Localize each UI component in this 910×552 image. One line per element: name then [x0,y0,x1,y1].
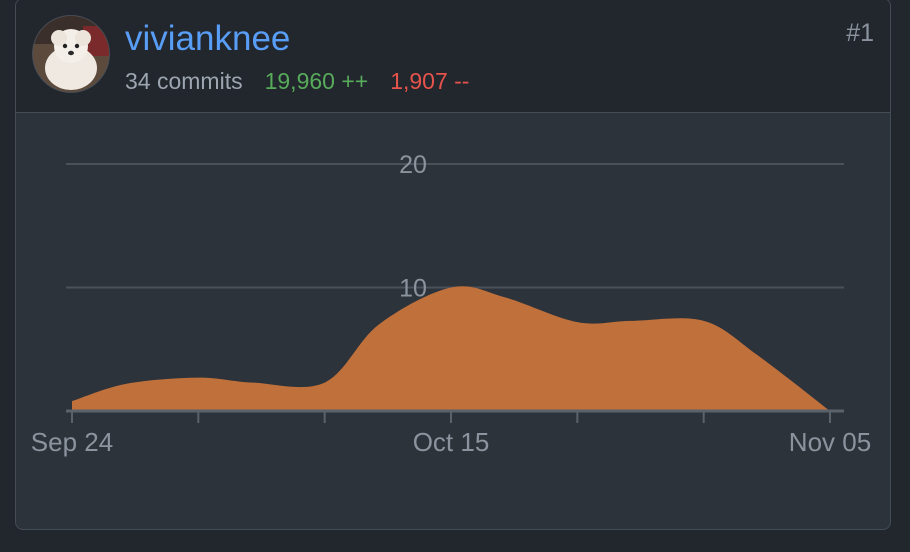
avatar-image [33,16,109,92]
x-tick-label: Sep 24 [31,427,113,457]
x-axis [66,409,844,423]
contributor-card: vivianknee 34 commits 19,960 ++ 1,907 -- #… [15,0,891,530]
x-tick-label: Nov 05 [789,427,871,457]
x-tick-label: Oct 15 [413,427,490,457]
commits-count[interactable]: 34 commits [125,68,243,94]
deletions-count: 1,907 -- [390,68,470,94]
y-tick-label: 10 [399,275,427,303]
contributions-area [72,286,830,411]
username-link[interactable]: vivianknee [125,19,291,58]
contribution-stats: 34 commits 19,960 ++ 1,907 -- [125,67,491,95]
card-header: vivianknee 34 commits 19,960 ++ 1,907 -- #… [16,0,890,113]
y-axis-labels: 10 20 [399,151,427,303]
avatar[interactable] [32,15,110,93]
additions-count: 19,960 ++ [264,68,369,94]
rank-badge: #1 [846,19,874,47]
chart-grid [66,163,844,289]
x-axis-labels: Sep 24 Oct 15 Nov 05 [31,427,871,457]
contributions-area-chart: 10 20 Sep 24 Oct 15 Nov 05 [31,151,871,457]
y-tick-label: 20 [399,151,427,179]
